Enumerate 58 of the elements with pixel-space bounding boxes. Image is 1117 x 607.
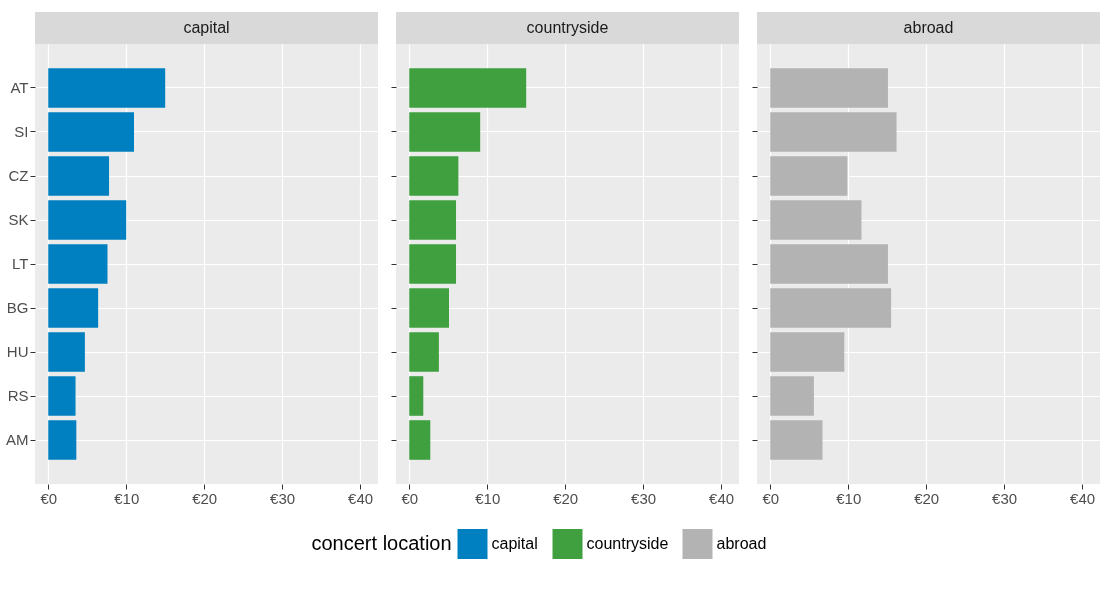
bar (48, 244, 108, 284)
x-tick-label: €30 (270, 489, 296, 507)
bar (770, 156, 848, 196)
bar (770, 376, 814, 416)
bar (409, 200, 457, 240)
bar (409, 420, 431, 460)
bar (48, 332, 85, 372)
bar (770, 420, 823, 460)
bar (48, 112, 134, 152)
chart-title: countryside (526, 19, 609, 36)
legend-label: abroad (716, 535, 767, 552)
y-tick-label: RS (7, 387, 29, 404)
y-tick-label: SI (14, 123, 29, 140)
x-tick-label: €0 (401, 489, 419, 507)
bar (409, 112, 481, 152)
x-tick-label: €0 (762, 489, 780, 507)
x-tick-label: €40 (1070, 489, 1096, 507)
bar (409, 288, 450, 328)
bar (409, 156, 459, 196)
x-tick-label: €20 (192, 489, 218, 507)
bar (48, 420, 77, 460)
x-tick-label: €30 (631, 489, 657, 507)
bar (770, 200, 862, 240)
bar (770, 244, 888, 284)
x-tick-label: €30 (992, 489, 1018, 507)
y-tick-label: AM (6, 431, 29, 448)
x-tick-label: €20 (553, 489, 579, 507)
bar (48, 376, 76, 416)
x-tick-label: €10 (836, 489, 862, 507)
x-tick-label: €10 (114, 489, 140, 507)
bar (48, 68, 166, 108)
bar (48, 156, 110, 196)
x-tick-label: €0 (40, 489, 58, 507)
chart-title: capital (183, 19, 230, 36)
x-tick-label: €10 (475, 489, 501, 507)
x-tick-label: €40 (709, 489, 735, 507)
chart-title: abroad (903, 19, 954, 36)
y-tick-label: BG (6, 299, 29, 316)
bar (770, 288, 892, 328)
legend-title: concert location (311, 532, 452, 554)
bar (409, 332, 439, 372)
y-tick-label: LT (12, 255, 29, 272)
bar (409, 244, 457, 284)
y-tick-label: SK (8, 211, 29, 228)
y-tick-label: AT (10, 79, 29, 96)
bar (409, 68, 527, 108)
bar (48, 200, 127, 240)
legend-label: countryside (586, 535, 669, 552)
x-tick-label: €40 (348, 489, 374, 507)
bar (770, 112, 897, 152)
bar (770, 332, 845, 372)
y-tick-label: CZ (8, 167, 29, 184)
legend-label: capital (491, 535, 538, 552)
bar (48, 288, 99, 328)
bar (409, 376, 424, 416)
y-tick-label: HU (6, 343, 29, 360)
x-tick-label: €20 (914, 489, 940, 507)
bar (770, 68, 888, 108)
